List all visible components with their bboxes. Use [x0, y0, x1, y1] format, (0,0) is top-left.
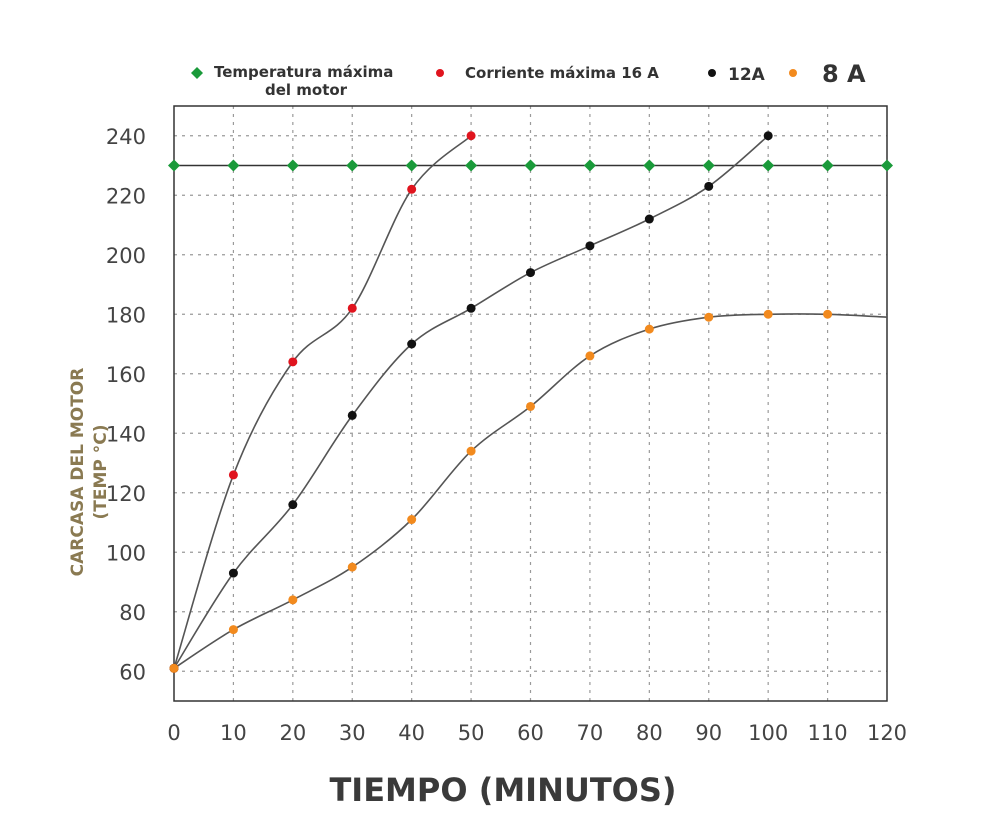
point-series-3: [347, 562, 357, 572]
x-tick-label: 40: [398, 721, 425, 745]
point-series-3: [466, 446, 476, 456]
legend: Temperatura máxima del motor Corriente m…: [191, 60, 866, 99]
x-tick-label: 20: [279, 721, 306, 745]
point-max-temp: [702, 159, 715, 172]
point-max-temp: [405, 159, 418, 172]
plot-frame: [173, 105, 888, 702]
series-markers: [168, 131, 893, 673]
legend-item-max-temp: Temperatura máxima del motor: [191, 63, 393, 99]
point-series-3: [228, 625, 238, 635]
legend-item-12a: 12A: [708, 65, 766, 85]
x-tick-label: 90: [695, 721, 722, 745]
legend-label-12a: 12A: [728, 65, 766, 85]
y-axis-label-line1: CARCASA DEL MOTOR: [68, 368, 88, 577]
point-series-2: [644, 214, 654, 224]
point-max-temp: [465, 159, 478, 172]
point-max-temp: [643, 159, 656, 172]
x-tick-label: 10: [220, 721, 247, 745]
series-line-1: [173, 135, 472, 669]
legend-marker-8a: [789, 69, 797, 77]
point-series-3: [169, 663, 179, 673]
point-series-3: [704, 312, 714, 322]
point-series-3: [823, 309, 833, 319]
point-max-temp: [227, 159, 240, 172]
point-series-3: [644, 324, 654, 334]
y-tick-label: 160: [106, 363, 146, 387]
point-max-temp: [524, 159, 537, 172]
y-tick-labels: 60 80 100 120 140 160 180 200 220 240: [106, 125, 146, 685]
point-max-temp: [762, 159, 775, 172]
point-series-3: [585, 351, 595, 361]
point-series-2: [288, 500, 298, 510]
point-series-3: [407, 515, 417, 525]
point-max-temp: [821, 159, 834, 172]
legend-label-max-temp-line2: del motor: [265, 81, 348, 99]
point-max-temp: [286, 159, 299, 172]
x-axis-label: TIEMPO (MINUTOS): [329, 771, 676, 809]
point-max-temp: [346, 159, 359, 172]
y-tick-label: 60: [119, 660, 146, 684]
series-line-2: [173, 135, 769, 669]
y-tick-label: 100: [106, 541, 146, 565]
point-series-2: [704, 181, 714, 191]
point-series-3: [526, 401, 535, 411]
x-tick-label: 80: [636, 721, 663, 745]
legend-item-16a: Corriente máxima 16 A: [436, 64, 659, 82]
y-tick-label: 220: [106, 184, 146, 208]
x-tick-labels: 0 10 20 30 40 50 60 70 80 90 100 110 120: [167, 721, 907, 745]
legend-marker-max-temp: [191, 67, 203, 79]
x-tick-label: 50: [458, 721, 485, 745]
point-max-temp: [881, 159, 893, 172]
x-tick-label: 30: [339, 721, 366, 745]
point-series-3: [288, 595, 298, 605]
legend-label-8a: 8 A: [822, 60, 866, 88]
legend-marker-16a: [436, 69, 444, 77]
y-tick-label: 200: [106, 244, 146, 268]
point-series-2: [763, 131, 773, 141]
point-series-2: [526, 268, 535, 278]
point-series-3: [763, 309, 773, 319]
legend-item-8a: 8 A: [789, 60, 866, 88]
point-series-1: [288, 357, 298, 367]
point-series-1: [407, 184, 417, 194]
y-tick-label: 240: [106, 125, 146, 149]
x-tick-label: 70: [577, 721, 604, 745]
y-tick-label: 180: [106, 303, 146, 327]
point-series-2: [228, 568, 238, 578]
point-max-temp: [583, 159, 596, 172]
point-series-1: [228, 470, 238, 480]
point-series-1: [347, 303, 357, 313]
grid: [174, 106, 887, 701]
y-tick-label: 120: [106, 482, 146, 506]
point-series-2: [407, 339, 417, 349]
x-tick-label: 110: [808, 721, 848, 745]
legend-label-max-temp-line1: Temperatura máxima: [214, 63, 393, 81]
point-series-2: [347, 410, 357, 420]
y-tick-label: 80: [119, 601, 146, 625]
x-tick-label: 0: [167, 721, 180, 745]
legend-label-16a: Corriente máxima 16 A: [465, 64, 659, 82]
x-tick-label: 100: [748, 721, 788, 745]
x-tick-label: 120: [867, 721, 907, 745]
point-series-2: [585, 241, 595, 251]
y-axis-label-line2: (TEMP °C): [91, 424, 111, 519]
point-max-temp: [168, 159, 180, 172]
legend-marker-12a: [708, 69, 716, 77]
point-series-2: [466, 303, 476, 313]
point-series-1: [466, 131, 476, 141]
y-tick-label: 140: [106, 422, 146, 446]
x-tick-label: 60: [517, 721, 544, 745]
